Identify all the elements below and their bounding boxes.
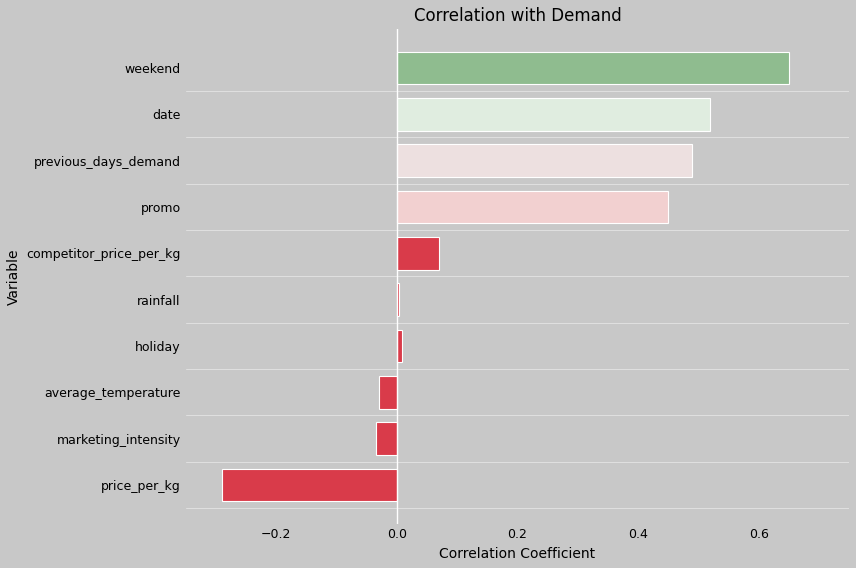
- X-axis label: Correlation Coefficient: Correlation Coefficient: [439, 547, 596, 561]
- Bar: [397, 98, 710, 131]
- Title: Correlation with Demand: Correlation with Demand: [413, 7, 621, 25]
- Bar: [378, 376, 397, 408]
- Bar: [397, 191, 669, 223]
- Bar: [397, 144, 693, 177]
- Bar: [397, 52, 788, 84]
- Bar: [376, 423, 397, 455]
- Bar: [397, 283, 399, 316]
- Bar: [397, 330, 401, 362]
- Bar: [222, 469, 397, 501]
- Bar: [397, 237, 439, 269]
- Y-axis label: Variable: Variable: [7, 248, 21, 304]
